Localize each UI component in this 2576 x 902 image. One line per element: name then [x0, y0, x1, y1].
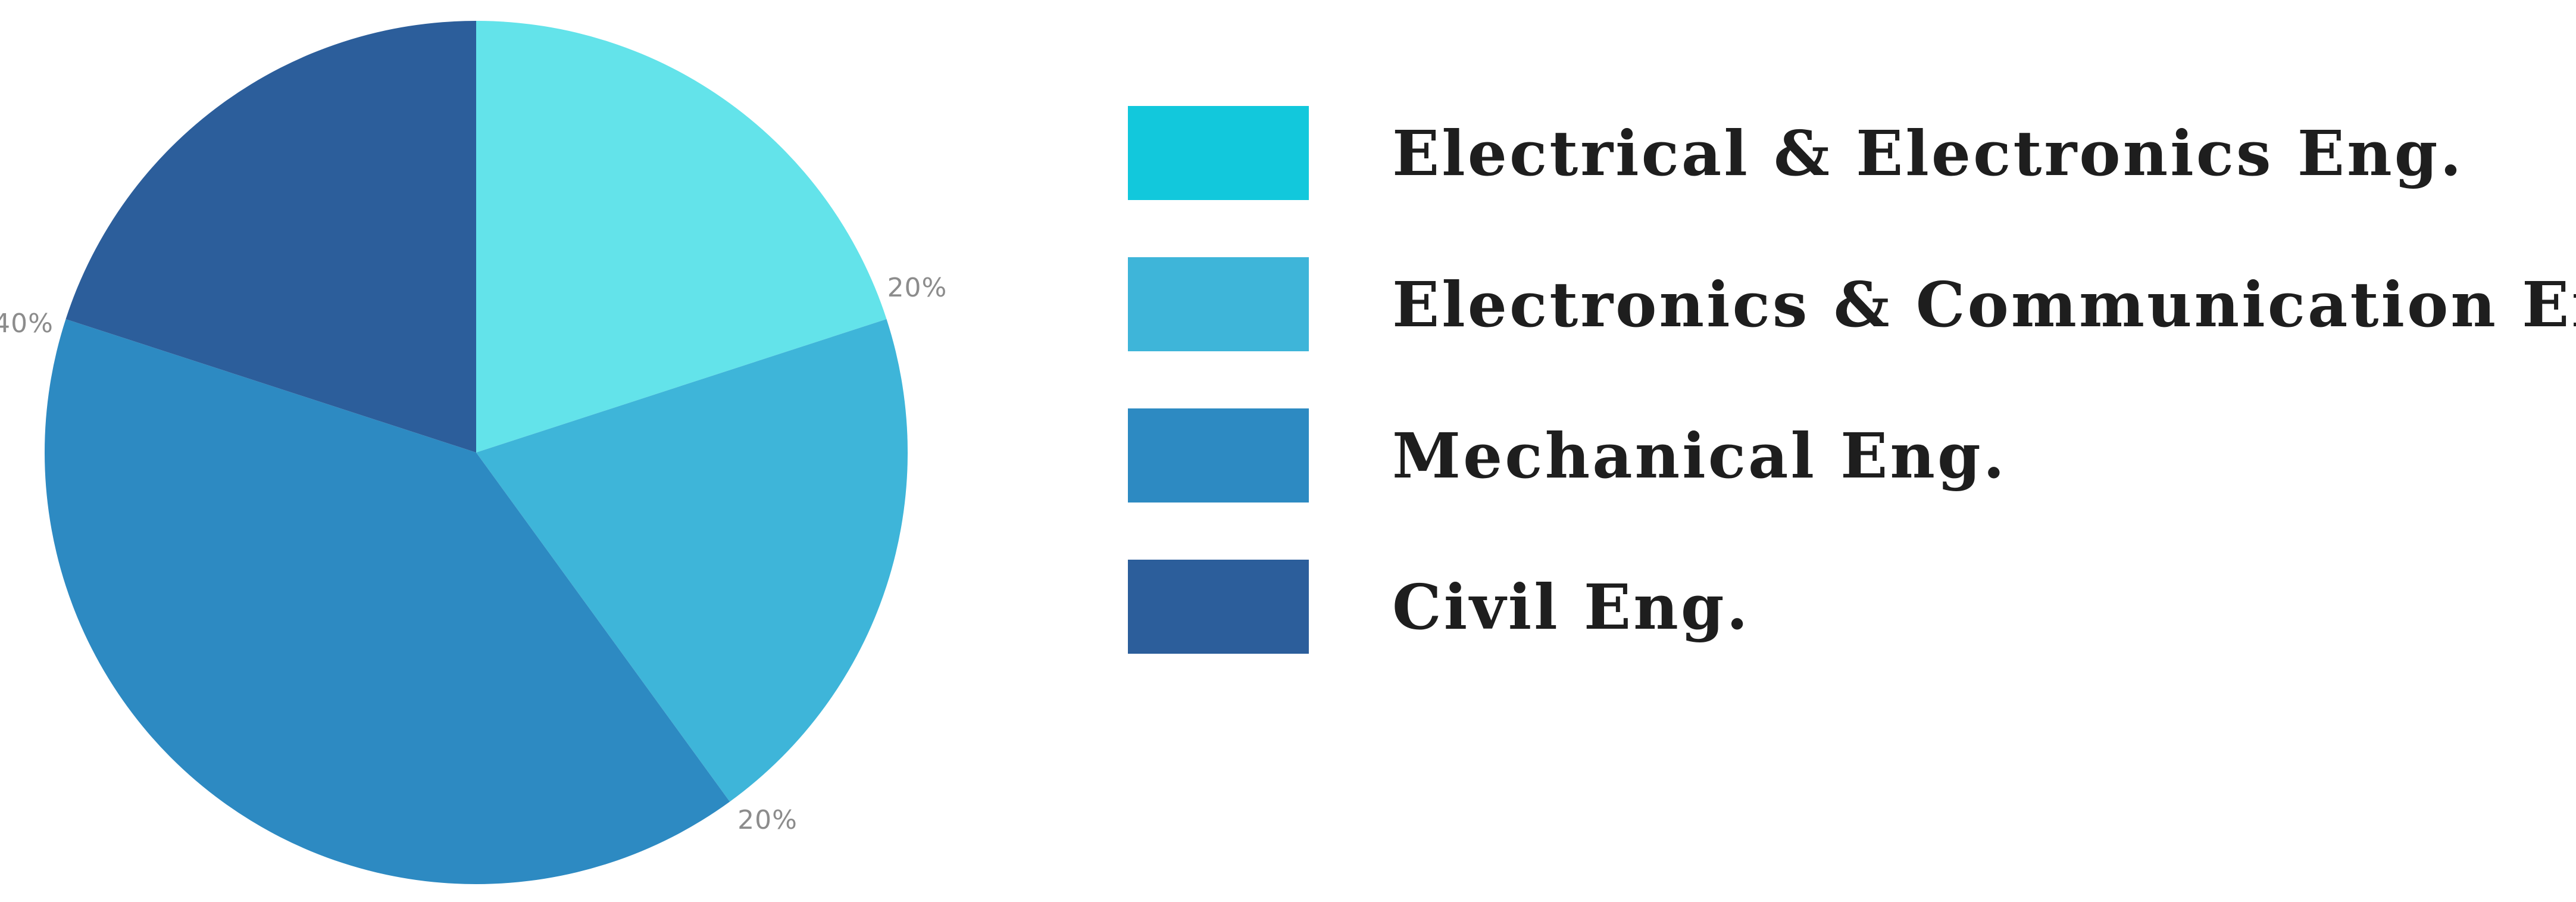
legend-label: Mechanical Eng.	[1392, 419, 2007, 492]
legend-item-mechanical: Mechanical Eng.	[1128, 408, 2576, 503]
legend-swatch	[1128, 257, 1309, 351]
slice-percent-label: 40%	[0, 308, 54, 339]
legend-label: Civil Eng.	[1392, 570, 1750, 644]
legend-item-civil: Civil Eng.	[1128, 560, 2576, 654]
pie-chart: 20%20%40%20%	[0, 21, 948, 884]
legend-swatch	[1128, 106, 1309, 200]
legend-label: Electrical & Electronics Eng.	[1392, 116, 2464, 190]
slice-electrical	[476, 21, 887, 452]
slice-percent-label: 20%	[737, 805, 798, 835]
legend-label: Electronics & Communication Eng.	[1392, 267, 2576, 341]
slice-electronics-communication	[476, 319, 908, 802]
slice-mechanical	[44, 319, 730, 884]
slice-civil	[65, 21, 477, 452]
slice-percent-label: 20%	[887, 273, 948, 303]
pie-value-labels: 20%20%40%20%	[0, 273, 948, 835]
legend-item-electronics-communication: Electronics & Communication Eng.	[1128, 257, 2576, 351]
pie-slices	[44, 21, 908, 884]
legend-swatch	[1128, 408, 1309, 503]
legend: Electrical & Electronics Eng. Electronic…	[1128, 106, 2576, 711]
legend-swatch	[1128, 560, 1309, 654]
legend-item-electrical: Electrical & Electronics Eng.	[1128, 106, 2576, 200]
